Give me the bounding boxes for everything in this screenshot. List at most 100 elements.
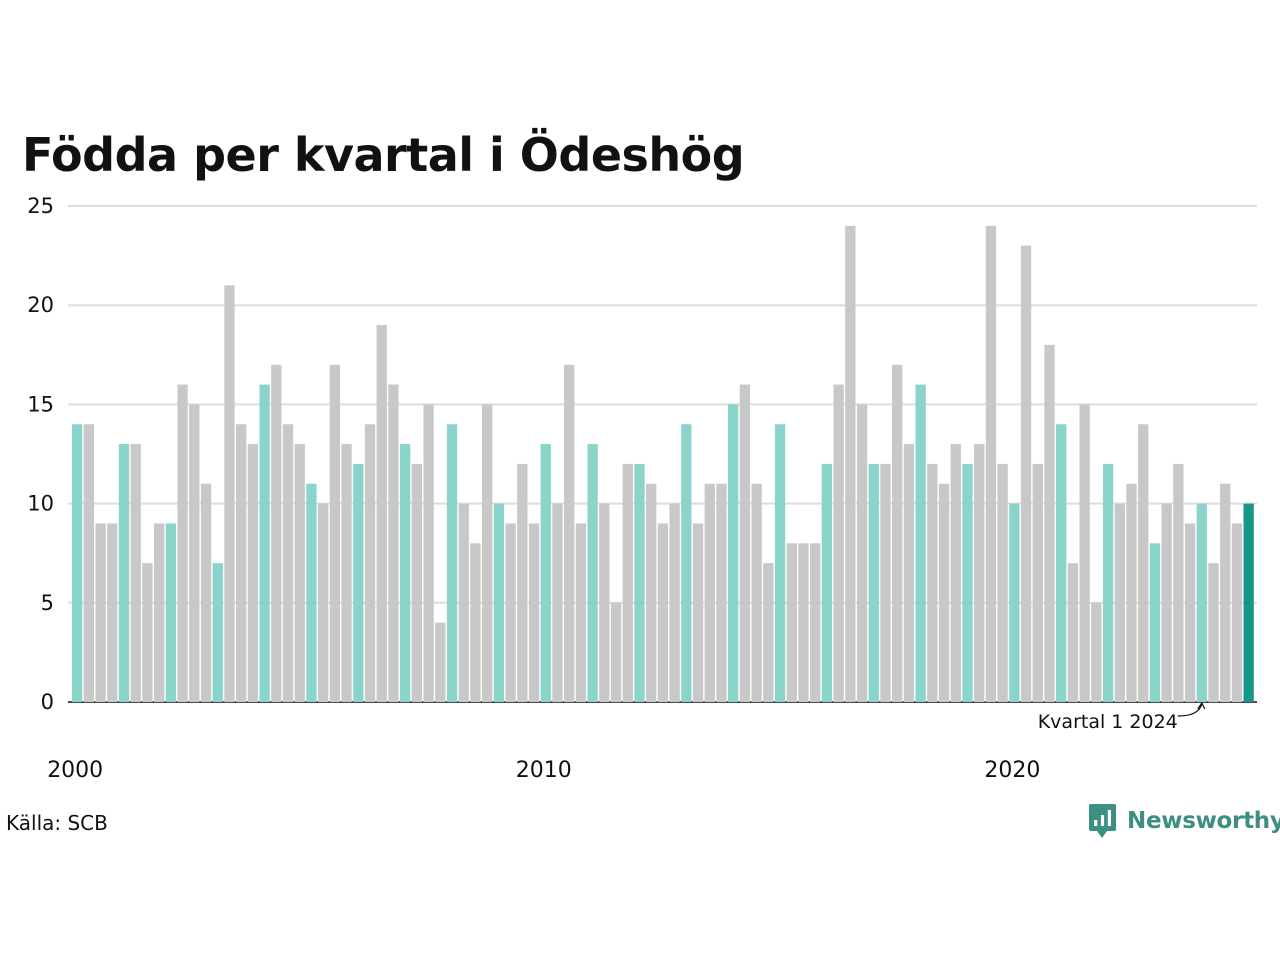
- bar-2011-q4: [623, 464, 633, 702]
- bar-2019-q4: [997, 464, 1007, 702]
- annotation: Kvartal 1 2024: [1038, 703, 1205, 733]
- bar-2008-q1: [447, 424, 457, 702]
- bar-2017-q2: [880, 464, 890, 702]
- annotation-label: Kvartal 1 2024: [1038, 711, 1178, 733]
- bar-2019-q3: [986, 226, 996, 702]
- bar-2023-q1: [1150, 543, 1160, 702]
- bar-2016-q2: [833, 385, 843, 702]
- bar-2000-q1: [72, 424, 82, 702]
- bar-2023-q2: [1161, 504, 1171, 702]
- bar-2004-q1: [259, 385, 269, 702]
- x-axis-ticks: 2000 2010 2020: [47, 758, 1040, 783]
- bar-2024-q2: [1208, 563, 1218, 702]
- bar-2024-q4: [1232, 523, 1242, 702]
- bar-2014-q1: [728, 404, 738, 702]
- bar-2006-q4: [388, 385, 398, 702]
- bar-2011-q2: [599, 504, 609, 702]
- bar-2017-q1: [869, 464, 879, 702]
- bar-2010-q2: [552, 504, 562, 702]
- bar-2018-q3: [939, 484, 949, 702]
- bar-2004-q4: [295, 444, 305, 702]
- newsworthy-logo-icon: [1088, 803, 1117, 839]
- bar-2020-q2: [1021, 246, 1031, 702]
- bar-2004-q3: [283, 424, 293, 702]
- bar-2021-q1: [1056, 424, 1066, 702]
- y-axis-ticks: 0 5 10 15 20 25: [27, 194, 54, 714]
- bar-2006-q3: [377, 325, 387, 702]
- bar-2005-q4: [341, 444, 351, 702]
- bar-2015-q3: [798, 543, 808, 702]
- y-tick-label: 25: [27, 194, 54, 218]
- bar-2007-q3: [423, 404, 433, 702]
- bar-2023-q4: [1185, 523, 1195, 702]
- bar-2013-q4: [716, 484, 726, 702]
- bar-2022-q4: [1138, 424, 1148, 702]
- bar-2002-q3: [189, 404, 199, 702]
- bar-2005-q1: [306, 484, 316, 702]
- bar-2005-q2: [318, 504, 328, 702]
- bar-2002-q2: [177, 385, 187, 702]
- bar-2013-q3: [705, 484, 715, 702]
- bar-2010-q1: [541, 444, 551, 702]
- bar-2017-q3: [892, 365, 902, 702]
- bar-2022-q2: [1115, 504, 1125, 702]
- bar-2012-q2: [646, 484, 656, 702]
- bar-2003-q2: [224, 285, 234, 702]
- bar-2019-q1: [962, 464, 972, 702]
- bar-2019-q2: [974, 444, 984, 702]
- bar-2025-q1: [1244, 504, 1254, 702]
- bar-2009-q2: [505, 523, 515, 702]
- bar-2020-q4: [1044, 345, 1054, 702]
- bar-2015-q4: [810, 543, 820, 702]
- bar-2000-q3: [95, 523, 105, 702]
- bar-2016-q1: [822, 464, 832, 702]
- bar-2009-q4: [529, 523, 539, 702]
- bar-2006-q2: [365, 424, 375, 702]
- bar-2001-q2: [131, 444, 141, 702]
- bar-2017-q4: [904, 444, 914, 702]
- bar-2009-q3: [517, 464, 527, 702]
- bar-2001-q1: [119, 444, 129, 702]
- bar-2018-q2: [927, 464, 937, 702]
- bar-2014-q3: [751, 484, 761, 702]
- bar-2001-q4: [154, 523, 164, 702]
- y-tick-label: 5: [41, 591, 54, 615]
- bar-2013-q2: [693, 523, 703, 702]
- bar-2009-q1: [494, 504, 504, 702]
- bar-2024-q3: [1220, 484, 1230, 702]
- bar-2012-q4: [669, 504, 679, 702]
- x-tick-label: 2000: [47, 758, 103, 783]
- bar-2020-q1: [1009, 504, 1019, 702]
- bar-2007-q1: [400, 444, 410, 702]
- bar-2008-q2: [459, 504, 469, 702]
- bar-2015-q2: [787, 543, 797, 702]
- bar-2022-q1: [1103, 464, 1113, 702]
- bar-2007-q4: [435, 623, 445, 702]
- bar-2003-q4: [248, 444, 258, 702]
- bar-2011-q3: [611, 603, 621, 702]
- bar-2018-q4: [951, 444, 961, 702]
- bar-2020-q3: [1033, 464, 1043, 702]
- bar-2023-q3: [1173, 464, 1183, 702]
- y-tick-label: 15: [27, 392, 54, 416]
- bar-2011-q1: [587, 444, 597, 702]
- bar-2000-q2: [84, 424, 94, 702]
- bar-2004-q2: [271, 365, 281, 702]
- annotation-arrow: [1178, 704, 1202, 716]
- bar-2014-q2: [740, 385, 750, 702]
- x-tick-label: 2010: [516, 758, 572, 783]
- brand-name: Newsworthy: [1127, 808, 1280, 834]
- bar-2014-q4: [763, 563, 773, 702]
- x-tick-label: 2020: [984, 758, 1040, 783]
- bar-2000-q4: [107, 523, 117, 702]
- bar-2008-q4: [482, 404, 492, 702]
- bars: [72, 226, 1254, 702]
- bar-2021-q3: [1079, 404, 1089, 702]
- bar-2002-q1: [166, 523, 176, 702]
- bar-2007-q2: [412, 464, 422, 702]
- bar-2013-q1: [681, 424, 691, 702]
- y-tick-label: 20: [27, 293, 54, 317]
- bar-2022-q3: [1126, 484, 1136, 702]
- bar-2002-q4: [201, 484, 211, 702]
- bar-2012-q1: [634, 464, 644, 702]
